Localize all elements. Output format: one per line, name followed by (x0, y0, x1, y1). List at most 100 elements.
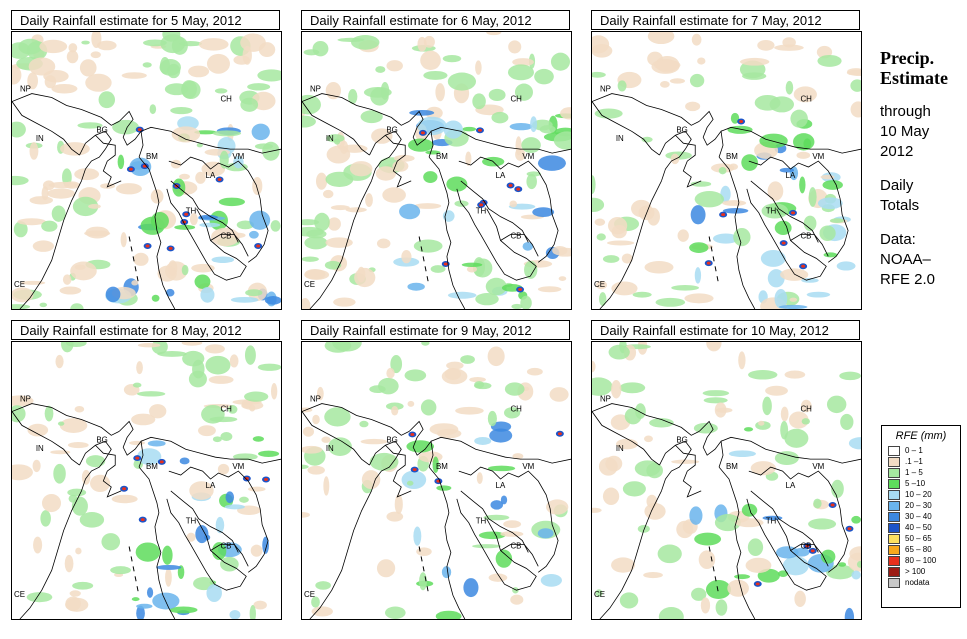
rain-cell (778, 304, 808, 309)
country-label: TH (476, 517, 487, 526)
rain-cell (504, 382, 525, 396)
island-coastline (710, 246, 713, 252)
country-border (302, 101, 370, 156)
rainfall-map: NP CH IN BG BM VM LA TH CB CE (301, 31, 572, 310)
rain-cell (520, 295, 532, 309)
island-coastline (714, 576, 717, 582)
rain-cell (314, 212, 330, 232)
rain-cell (446, 361, 464, 370)
rain-cell (157, 265, 177, 282)
island-coastline (134, 266, 137, 272)
country-border (309, 180, 372, 309)
legend-swatch (888, 577, 900, 588)
rain-cell (537, 528, 554, 539)
rain-cell (461, 262, 483, 267)
rain-cell (659, 80, 670, 88)
country-border (140, 126, 281, 154)
rain-cell (406, 440, 435, 453)
rain-cell (801, 278, 819, 283)
country-label: CE (304, 590, 315, 599)
country-label: IN (326, 444, 334, 453)
rain-cell (429, 423, 459, 436)
rain-cell (526, 367, 543, 376)
rain-cell (136, 603, 153, 609)
rain-cell (12, 175, 29, 186)
rain-cell (249, 230, 259, 239)
extreme-rain-cell (479, 203, 484, 207)
rain-cell (135, 542, 161, 562)
country-border (430, 126, 571, 154)
rain-cell (486, 32, 502, 36)
legend-item: 1 – 5 (888, 467, 960, 478)
rain-cell (365, 193, 373, 208)
rain-cell (808, 518, 837, 530)
rain-cell (62, 274, 72, 285)
rain-cell (195, 171, 206, 184)
rain-cell (81, 469, 91, 485)
rain-cell (509, 200, 518, 208)
rain-cell (671, 285, 700, 291)
rain-cell (472, 93, 486, 110)
extreme-rain-cell (791, 211, 795, 215)
rain-cell (150, 211, 169, 230)
rain-cell (430, 265, 446, 273)
island-coastline (424, 266, 427, 272)
rain-cell (111, 494, 138, 504)
island-coastline (132, 566, 135, 572)
rain-cell (621, 253, 633, 264)
rain-cell (302, 115, 316, 128)
country-label: TH (186, 517, 197, 526)
rain-cell (537, 286, 562, 293)
rain-cell (156, 564, 182, 570)
rain-cell (249, 404, 256, 412)
rain-cell (785, 80, 794, 95)
panel-5: Daily Rainfall estimate for 9 May, 2012 … (301, 320, 572, 620)
rain-cell (200, 287, 215, 303)
rain-cell (537, 155, 566, 171)
rain-cell (189, 213, 198, 226)
rain-cell (351, 35, 380, 50)
rain-cell (147, 440, 166, 447)
rain-cell (423, 35, 435, 48)
rain-cell (321, 436, 331, 443)
legend-item: .1 –1 (888, 456, 960, 467)
legend-swatch (888, 522, 900, 533)
rain-cell (262, 536, 269, 554)
island-coastline (128, 236, 131, 242)
country-label: CE (14, 590, 25, 599)
rain-cell (112, 119, 139, 135)
rain-cell (436, 485, 452, 491)
rain-cell (72, 581, 94, 590)
country-border (430, 436, 571, 464)
island-coastline (712, 566, 715, 572)
rain-cell (150, 189, 164, 204)
rain-cell (608, 344, 630, 360)
rain-cell (215, 516, 225, 534)
rain-cell (378, 377, 399, 395)
country-label: CB (800, 231, 811, 240)
rain-cell (761, 203, 789, 219)
island-coastline (136, 276, 139, 282)
rain-cell (337, 37, 365, 42)
rainfall-map: NP CH IN BG BM VM LA TH CB CE (11, 341, 282, 620)
rain-cell (546, 499, 569, 515)
rain-cell (738, 351, 746, 370)
rain-cell (767, 181, 784, 201)
rain-cell (117, 154, 125, 170)
rain-cell (370, 87, 389, 106)
country-border (746, 498, 827, 591)
rain-cell (406, 480, 414, 486)
rain-cell (420, 399, 437, 416)
rain-cell (774, 44, 804, 51)
rain-cell (186, 532, 196, 542)
rainfall-map: NP CH IN BG BM VM LA TH CB CE (591, 341, 862, 620)
rain-cell (447, 72, 477, 91)
island-coastline (420, 246, 423, 252)
rain-cell (220, 556, 239, 572)
rain-cell (357, 266, 366, 283)
rain-cell (475, 292, 499, 306)
rain-cell (160, 34, 186, 54)
country-border (302, 403, 410, 436)
map-svg: NP CH IN BG BM VM LA TH CB CE (12, 32, 281, 309)
country-border (12, 403, 120, 436)
